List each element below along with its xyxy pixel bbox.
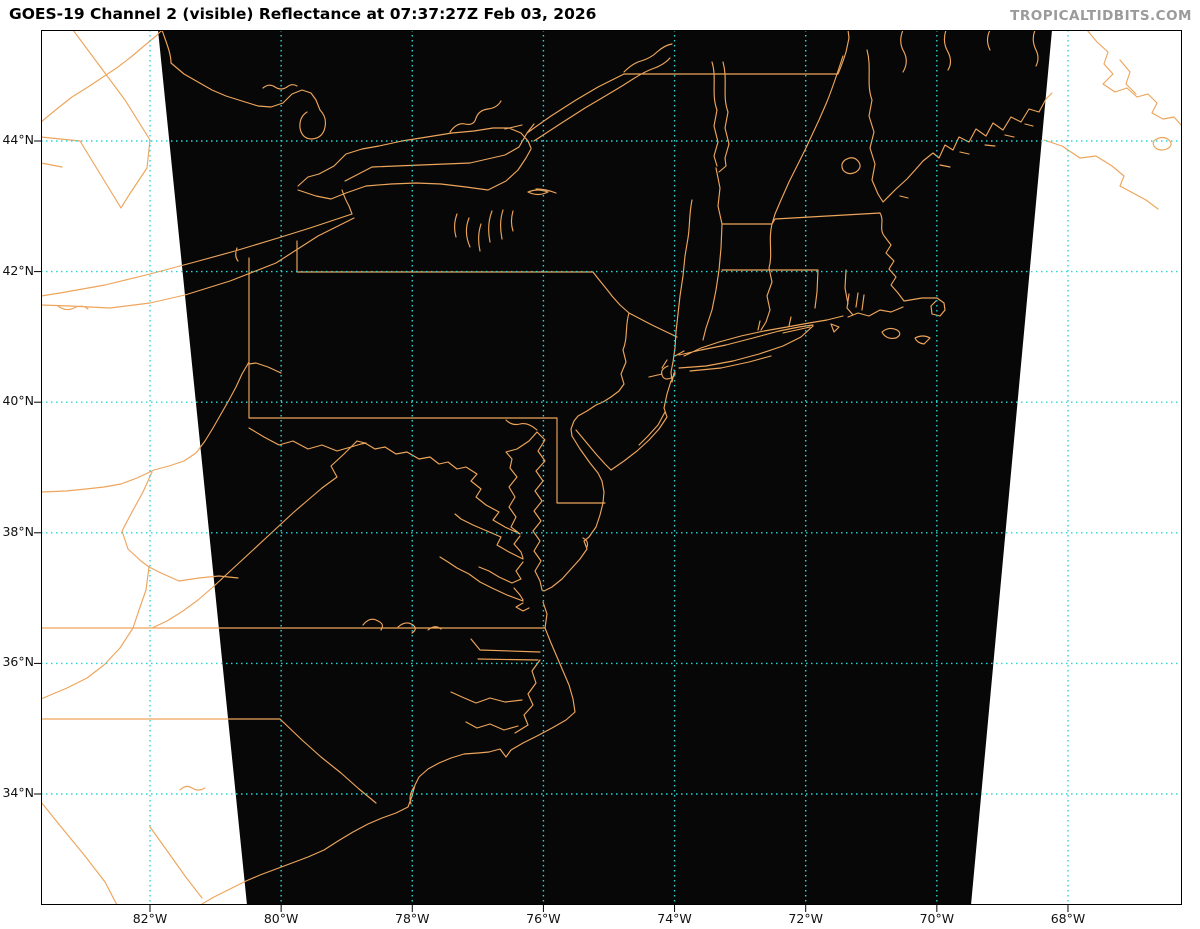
appalachia-borders — [41, 257, 358, 700]
lon-tick-label: 72°W — [788, 911, 823, 926]
lon-tick-label: 78°W — [395, 911, 430, 926]
lat-tick-label: 38°N — [2, 523, 34, 539]
latlon-gridlines — [41, 30, 1182, 905]
satellite-scan-region — [158, 30, 1052, 905]
plot-border — [41, 30, 1182, 905]
lat-tick-label: 34°N — [2, 785, 34, 800]
lon-tick-label: 80°W — [263, 911, 299, 926]
northeast-coastline — [296, 30, 1053, 437]
lon-tick-label: 68°W — [1050, 911, 1086, 926]
great-lakes-coastline — [41, 30, 850, 311]
watermark: TROPICALTIDBITS.COM — [1010, 8, 1192, 24]
lat-tick-label: 36°N — [2, 654, 34, 670]
southeast-coastline — [41, 618, 576, 905]
lon-tick-label: 70°W — [919, 911, 955, 926]
lat-tick-label: 44°N — [2, 132, 34, 147]
lon-tick-label: 74°W — [657, 911, 692, 926]
maine-fundy-coastline — [1043, 30, 1182, 210]
axis-ticks — [34, 140, 1069, 912]
page-title: GOES-19 Channel 2 (visible) Reflectance … — [9, 5, 597, 23]
lat-tick-label: 42°N — [2, 262, 34, 278]
lon-tick-label: 82°W — [132, 911, 168, 926]
coastline-layer — [41, 30, 1182, 905]
midatlantic-coastline — [248, 361, 675, 629]
lat-tick-label: 40°N — [2, 393, 34, 409]
lon-tick-label: 76°W — [526, 911, 561, 926]
